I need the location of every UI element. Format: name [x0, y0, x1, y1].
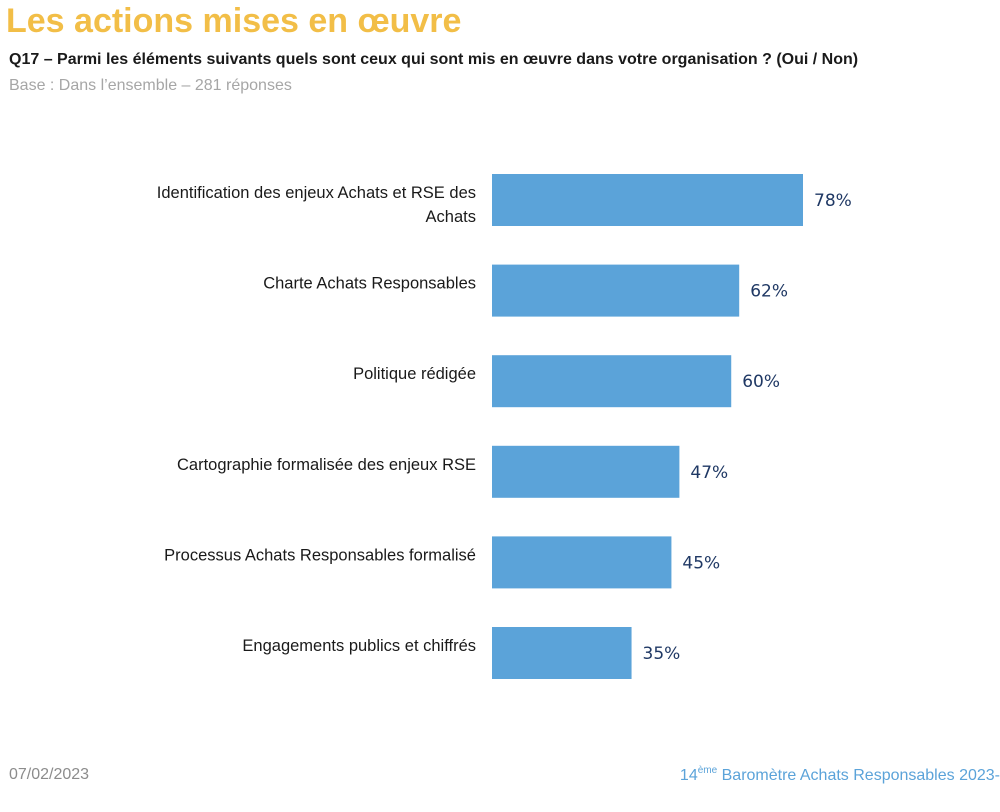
category-label-2: Politique rédigée — [353, 365, 476, 383]
bar-3 — [492, 445, 680, 498]
category-label-1: Charte Achats Responsables — [263, 275, 476, 293]
edition-suffix: ème — [697, 765, 718, 776]
bar-1 — [492, 264, 740, 317]
value-label-1: 62% — [750, 282, 788, 302]
category-label-0: Identification des enjeux Achats et RSE … — [157, 184, 476, 226]
edition-number: 14 — [679, 767, 698, 784]
bar-0 — [492, 174, 803, 226]
category-label-line: Processus Achats Responsables formalisé — [164, 546, 476, 564]
category-label-line: Cartographie formalisée des enjeux RSE — [177, 456, 476, 474]
bar-5 — [492, 627, 632, 679]
value-label-5: 35% — [643, 644, 681, 664]
category-label-5: Engagements publics et chiffrés — [242, 637, 476, 655]
category-label-line: Achats — [426, 208, 476, 226]
category-label-4: Processus Achats Responsables formalisé — [164, 546, 476, 564]
page-title: Les actions mises en œuvre — [6, 2, 462, 40]
category-label-line: Identification des enjeux Achats et RSE … — [157, 184, 476, 202]
value-label-4: 45% — [682, 553, 720, 573]
bar-4 — [492, 536, 672, 589]
value-label-0: 78% — [814, 191, 852, 211]
footer-brand: 14ème Baromètre Achats Responsables 2023… — [680, 765, 1000, 785]
bar-chart: 78% Identification des enjeux Achats et R… — [157, 174, 852, 679]
value-label-2: 60% — [742, 372, 780, 392]
category-label-3: Cartographie formalisée des enjeux RSE — [177, 456, 476, 474]
footer-date: 07/02/2023 — [9, 766, 90, 783]
value-label-3: 47% — [690, 463, 728, 483]
brand-text: Baromètre Achats Responsables 2023- — [717, 767, 1000, 784]
category-label-line: Politique rédigée — [353, 365, 476, 383]
category-label-line: Charte Achats Responsables — [263, 275, 476, 293]
bar-2 — [492, 355, 732, 408]
question-text: Q17 – Parmi les éléments suivants quels … — [9, 51, 859, 68]
category-label-line: Engagements publics et chiffrés — [242, 637, 476, 655]
base-text: Base : Dans l’ensemble – 281 réponses — [9, 77, 292, 94]
